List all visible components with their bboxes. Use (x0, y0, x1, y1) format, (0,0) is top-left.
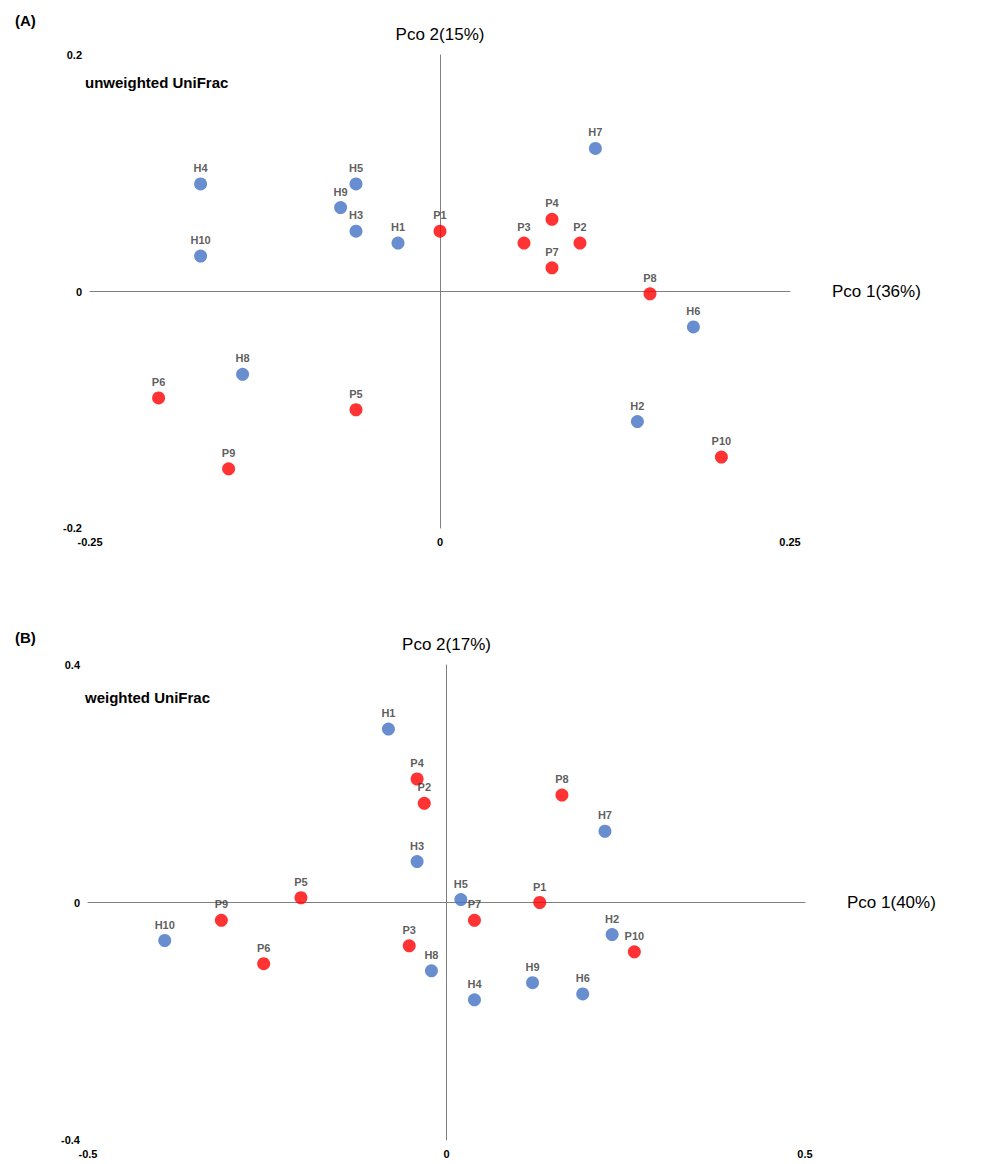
svg-text:H2: H2 (605, 913, 619, 925)
svg-text:H6: H6 (576, 972, 590, 984)
svg-text:H10: H10 (191, 234, 211, 246)
svg-text:P1: P1 (533, 881, 546, 893)
svg-text:Pco 1(36%): Pco 1(36%) (832, 282, 921, 301)
svg-text:0.4: 0.4 (65, 659, 81, 671)
svg-text:H9: H9 (526, 961, 540, 973)
svg-text:H7: H7 (598, 809, 612, 821)
svg-text:P5: P5 (349, 388, 362, 400)
svg-text:unweighted UniFrac: unweighted UniFrac (85, 74, 228, 91)
svg-text:P8: P8 (555, 773, 568, 785)
svg-text:H5: H5 (454, 878, 468, 890)
svg-text:(B): (B) (15, 629, 36, 646)
svg-text:P10: P10 (625, 930, 645, 942)
svg-text:P3: P3 (517, 221, 530, 233)
svg-text:P10: P10 (712, 435, 732, 447)
svg-text:P2: P2 (418, 781, 431, 793)
svg-text:P1: P1 (433, 209, 446, 221)
svg-text:P5: P5 (294, 876, 307, 888)
svg-text:-0.2: -0.2 (63, 522, 82, 534)
svg-text:H1: H1 (391, 221, 405, 233)
svg-text:P4: P4 (410, 757, 424, 769)
svg-text:H4: H4 (467, 978, 482, 990)
svg-text:0: 0 (443, 1148, 449, 1160)
svg-text:P4: P4 (545, 197, 559, 209)
svg-text:H7: H7 (588, 126, 602, 138)
svg-text:P2: P2 (573, 221, 586, 233)
svg-text:P7: P7 (468, 898, 481, 910)
svg-text:0: 0 (76, 286, 82, 298)
svg-text:H4: H4 (194, 162, 209, 174)
svg-text:H6: H6 (686, 305, 700, 317)
svg-text:0.25: 0.25 (779, 536, 800, 548)
svg-text:H2: H2 (630, 400, 644, 412)
svg-text:0.5: 0.5 (797, 1148, 812, 1160)
svg-text:(A): (A) (15, 12, 36, 29)
svg-text:-0.4: -0.4 (61, 1134, 81, 1146)
svg-text:P3: P3 (402, 924, 415, 936)
svg-text:H3: H3 (410, 840, 424, 852)
svg-text:-0.25: -0.25 (77, 536, 102, 548)
svg-text:P9: P9 (215, 898, 228, 910)
svg-text:H9: H9 (334, 186, 348, 198)
svg-text:H5: H5 (349, 162, 363, 174)
svg-text:Pco 2(17%): Pco 2(17%) (402, 635, 491, 654)
svg-text:H3: H3 (349, 209, 363, 221)
svg-text:P8: P8 (643, 272, 656, 284)
svg-text:-0.5: -0.5 (79, 1148, 98, 1160)
svg-text:0: 0 (74, 897, 80, 909)
svg-text:Pco 1(40%): Pco 1(40%) (847, 893, 936, 912)
svg-text:0.2: 0.2 (67, 49, 82, 61)
svg-text:H1: H1 (381, 707, 395, 719)
svg-text:P7: P7 (545, 246, 558, 258)
svg-text:weighted UniFrac: weighted UniFrac (84, 689, 210, 706)
svg-text:H8: H8 (236, 352, 250, 364)
svg-text:H10: H10 (155, 919, 175, 931)
svg-text:P9: P9 (222, 447, 235, 459)
svg-text:Pco 2(15%): Pco 2(15%) (396, 25, 485, 44)
svg-text:P6: P6 (257, 942, 270, 954)
svg-text:H8: H8 (424, 949, 438, 961)
svg-text:P6: P6 (152, 376, 165, 388)
svg-text:0: 0 (437, 536, 443, 548)
